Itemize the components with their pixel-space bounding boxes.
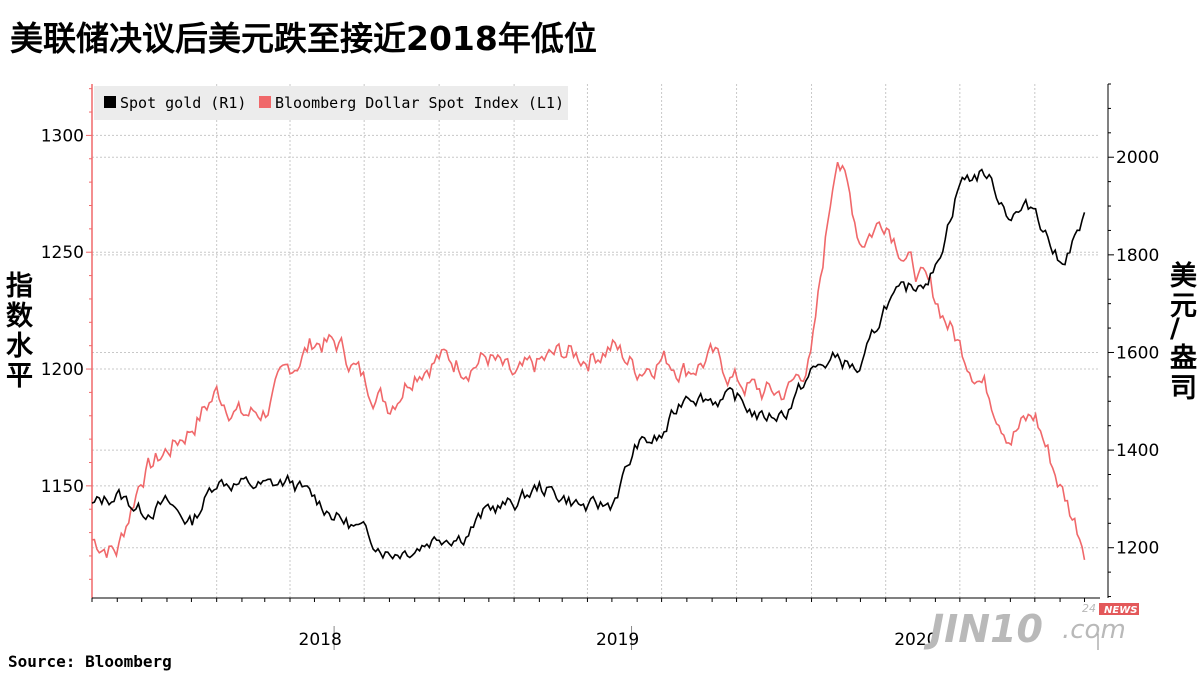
y-right-axis-label: 美元/盎司: [1170, 260, 1197, 404]
legend-swatch-gold: [104, 96, 116, 108]
legend-background: [94, 86, 568, 120]
chart-legend: Spot gold (R1) Bloomberg Dollar Spot Ind…: [94, 86, 568, 120]
y-right-tick-label: 1600: [1116, 343, 1159, 363]
y-left-axis-label: 指数水平: [6, 271, 34, 392]
chart-series: [91, 161, 1086, 561]
source-note: Source: Bloomberg: [8, 652, 172, 671]
series-line-spot-gold: [91, 168, 1086, 561]
y-right-tick-label: 2000: [1116, 148, 1159, 168]
watermark-news-badge: [1099, 603, 1139, 615]
y-left-tick-label: 1250: [41, 243, 84, 263]
page-title: 美联储决议后美元跌至接近2018年低位: [10, 19, 597, 58]
watermark-logo: JIN10 .com 24 NEWS: [923, 602, 1139, 651]
watermark-news-text: NEWS: [1104, 605, 1137, 616]
y-right-tick-label: 1800: [1116, 246, 1159, 266]
series-line-dollar-index: [91, 161, 1086, 561]
x-tick-label: 2020: [894, 630, 937, 650]
legend-swatch-dollar: [259, 96, 271, 108]
watermark-badge-number: 24: [1082, 602, 1096, 615]
x-tick-label: 2019: [596, 630, 639, 650]
legend-label-gold: Spot gold (R1): [120, 94, 246, 112]
legend-label-dollar: Bloomberg Dollar Spot Index (L1): [275, 94, 564, 112]
x-tick-label: 2018: [299, 630, 342, 650]
y-right-tick-label: 1200: [1116, 539, 1159, 559]
y-left-tick-label: 1200: [41, 360, 84, 380]
y-left-tick-label: 1150: [41, 477, 84, 497]
chart-grid: [92, 84, 1100, 598]
chart-axes: 1150 1200 1250 1300 1200 1400 1600 1800 2000 2018…: [41, 83, 1159, 650]
y-left-tick-label: 1300: [41, 126, 84, 146]
y-right-tick-label: 1400: [1116, 441, 1159, 461]
watermark-domain: .com: [1062, 615, 1126, 645]
watermark-brand: JIN10: [923, 607, 1043, 651]
